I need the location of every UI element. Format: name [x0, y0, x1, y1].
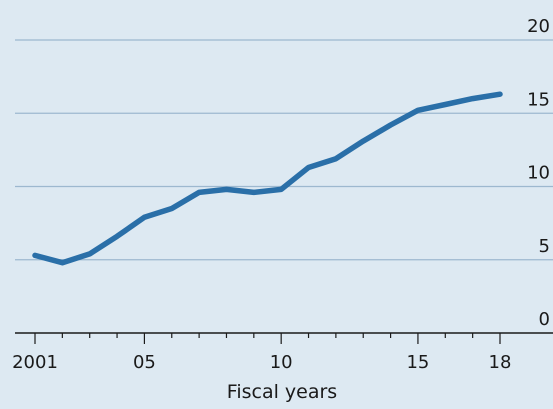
series-line-1 [32, 91, 503, 266]
series-lines [32, 91, 503, 266]
y-tick-labels: 0 5 10 15 20 [527, 16, 550, 330]
y-tick-label-0: 0 [539, 309, 550, 330]
gridlines [15, 39, 553, 261]
y-tick-label-5: 5 [539, 236, 550, 257]
x-axis [15, 332, 553, 344]
x-tick-label-05: 05 [133, 352, 156, 373]
x-tick-label-10: 10 [270, 352, 293, 373]
x-tick-label-2001: 2001 [12, 352, 58, 373]
x-tick-label-15: 15 [406, 352, 429, 373]
x-tick-label-18: 18 [489, 352, 512, 373]
y-tick-label-15: 15 [527, 89, 550, 110]
y-tick-label-10: 10 [527, 163, 550, 184]
x-tick-labels: 2001 05 10 15 18 [12, 352, 511, 373]
y-tick-label-20: 20 [527, 16, 550, 37]
x-axis-title: Fiscal years [227, 381, 337, 403]
